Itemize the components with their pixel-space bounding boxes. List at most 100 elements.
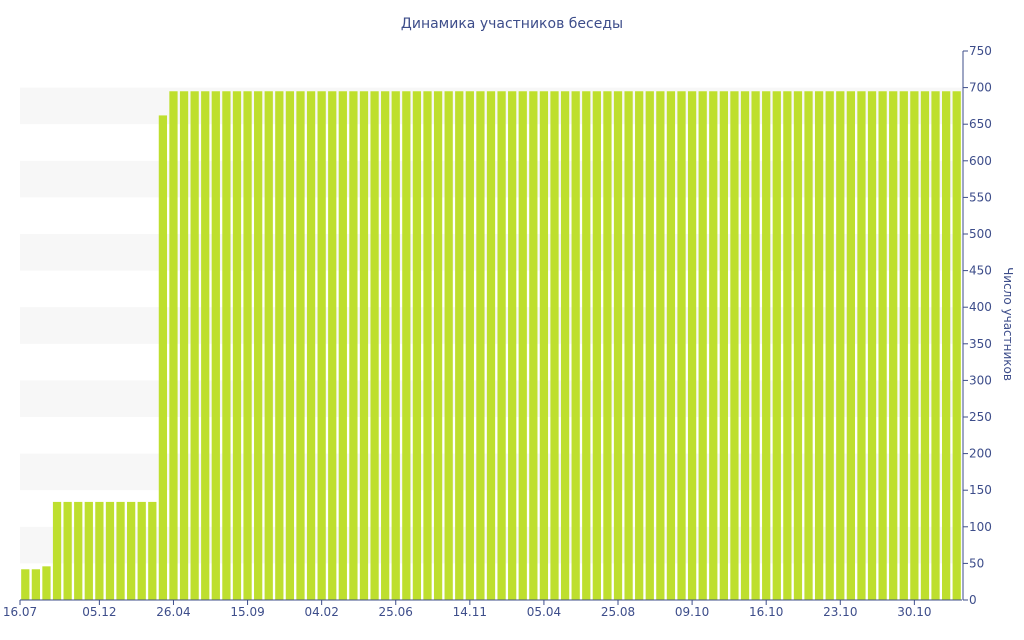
bar[interactable] xyxy=(730,91,739,600)
bar[interactable] xyxy=(952,91,961,600)
bar[interactable] xyxy=(656,91,665,600)
bar[interactable] xyxy=(518,91,527,600)
bar[interactable] xyxy=(635,91,644,600)
y-tick-label: 400 xyxy=(969,300,992,314)
bar[interactable] xyxy=(719,91,728,600)
bar[interactable] xyxy=(571,91,580,600)
bar[interactable] xyxy=(42,566,51,600)
bar[interactable] xyxy=(52,501,62,600)
bar[interactable] xyxy=(179,91,189,600)
bar[interactable] xyxy=(910,91,919,600)
x-tick-label: 05.12 xyxy=(82,605,116,619)
bar[interactable] xyxy=(624,91,633,600)
bar[interactable] xyxy=(772,91,781,600)
bar[interactable] xyxy=(95,501,104,600)
x-tick-label: 09.10 xyxy=(675,605,709,619)
bar[interactable] xyxy=(349,91,358,600)
bar[interactable] xyxy=(804,91,813,600)
bar[interactable] xyxy=(814,91,824,600)
bar[interactable] xyxy=(306,91,316,600)
bar[interactable] xyxy=(275,91,284,600)
bar[interactable] xyxy=(31,569,41,600)
bar[interactable] xyxy=(762,91,771,600)
bar[interactable] xyxy=(783,91,792,600)
bar[interactable] xyxy=(666,91,676,600)
bar[interactable] xyxy=(698,91,707,600)
x-tick-label: 30.10 xyxy=(897,605,931,619)
bar[interactable] xyxy=(391,91,400,600)
bar[interactable] xyxy=(338,91,347,600)
bar[interactable] xyxy=(169,91,178,600)
bar[interactable] xyxy=(127,501,136,600)
bar[interactable] xyxy=(433,91,443,600)
bar[interactable] xyxy=(476,91,485,600)
bar[interactable] xyxy=(296,91,305,600)
y-tick-label: 700 xyxy=(969,81,992,95)
bar[interactable] xyxy=(423,91,432,600)
bar[interactable] xyxy=(645,91,654,600)
bar[interactable] xyxy=(560,91,570,600)
bar[interactable] xyxy=(105,501,115,600)
bar[interactable] xyxy=(740,91,750,600)
bar[interactable] xyxy=(486,91,496,600)
x-tick-label: 16.07 xyxy=(3,605,37,619)
bar[interactable] xyxy=(942,91,951,600)
y-tick-label: 0 xyxy=(969,593,977,607)
bar[interactable] xyxy=(243,91,252,600)
bar[interactable] xyxy=(264,91,273,600)
bar[interactable] xyxy=(867,91,877,600)
bar[interactable] xyxy=(687,91,697,600)
bar[interactable] xyxy=(222,91,231,600)
bar[interactable] xyxy=(920,91,930,600)
bar[interactable] xyxy=(444,91,453,600)
bar[interactable] xyxy=(211,91,220,600)
bar[interactable] xyxy=(381,91,390,600)
y-tick-label: 150 xyxy=(969,483,992,497)
bar[interactable] xyxy=(582,91,591,600)
bar[interactable] xyxy=(899,91,908,600)
bar[interactable] xyxy=(889,91,898,600)
bar[interactable] xyxy=(529,91,538,600)
bar[interactable] xyxy=(550,91,559,600)
bar[interactable] xyxy=(508,91,517,600)
bar[interactable] xyxy=(201,91,210,600)
bar[interactable] xyxy=(74,501,83,600)
bar[interactable] xyxy=(190,91,199,600)
bar[interactable] xyxy=(825,91,834,600)
bar[interactable] xyxy=(846,91,855,600)
bar[interactable] xyxy=(285,91,295,600)
bar[interactable] xyxy=(232,91,242,600)
bar[interactable] xyxy=(254,91,263,600)
bar[interactable] xyxy=(709,91,718,600)
bar[interactable] xyxy=(328,91,337,600)
bar[interactable] xyxy=(148,501,157,600)
x-tick-label: 14.11 xyxy=(453,605,487,619)
bar[interactable] xyxy=(878,91,887,600)
bar[interactable] xyxy=(158,115,168,601)
bar[interactable] xyxy=(793,91,803,600)
bar[interactable] xyxy=(465,91,474,600)
bar[interactable] xyxy=(412,91,422,600)
bar[interactable] xyxy=(455,91,464,600)
bar[interactable] xyxy=(137,501,146,600)
bar[interactable] xyxy=(63,501,72,600)
bar[interactable] xyxy=(677,91,686,600)
bar[interactable] xyxy=(370,91,379,600)
bar[interactable] xyxy=(497,91,506,600)
bar[interactable] xyxy=(751,91,760,600)
bar[interactable] xyxy=(116,501,125,600)
bar[interactable] xyxy=(84,501,93,600)
bar[interactable] xyxy=(402,91,411,600)
y-tick-label: 550 xyxy=(969,190,992,204)
bar[interactable] xyxy=(857,91,866,600)
bar[interactable] xyxy=(836,91,845,600)
bar[interactable] xyxy=(592,91,601,600)
bar[interactable] xyxy=(539,91,549,600)
bar[interactable] xyxy=(317,91,326,600)
bar[interactable] xyxy=(21,569,30,600)
bar[interactable] xyxy=(931,91,940,600)
bar[interactable] xyxy=(613,91,623,600)
bar[interactable] xyxy=(603,91,612,600)
bar[interactable] xyxy=(359,91,369,600)
